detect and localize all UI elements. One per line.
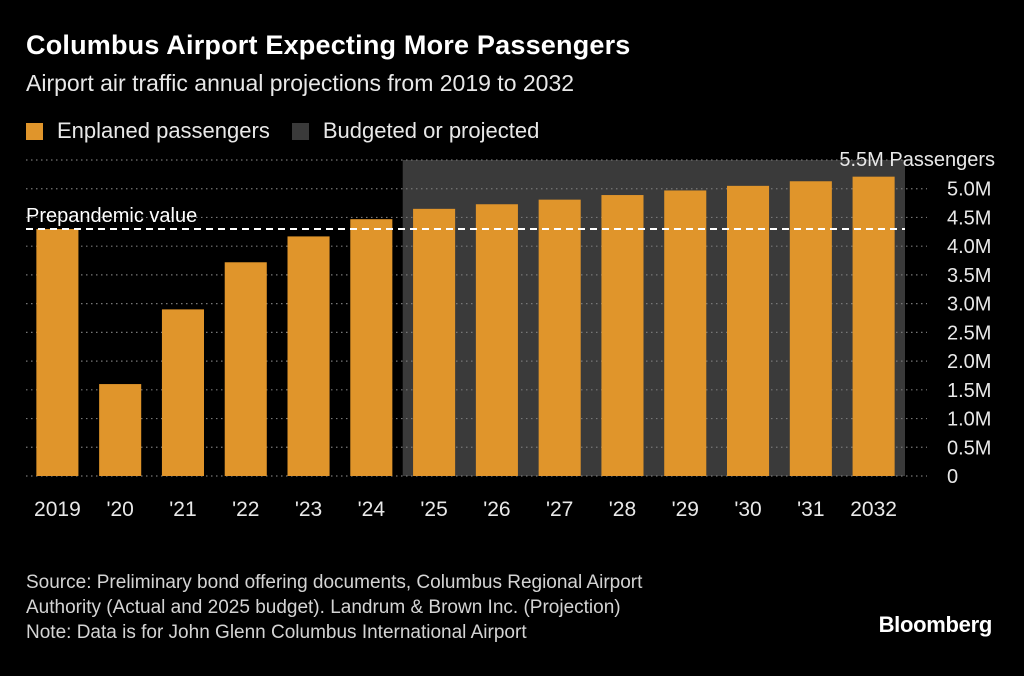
x-tick-label: 2019 bbox=[34, 498, 81, 521]
x-tick-label: '25 bbox=[420, 498, 447, 521]
y-tick-label: 5.0M bbox=[947, 179, 991, 201]
x-tick-label: '31 bbox=[797, 498, 824, 521]
bar bbox=[727, 185, 770, 476]
x-tick-label: '29 bbox=[672, 498, 699, 521]
bar bbox=[350, 219, 393, 476]
y-tick-label: 2.5M bbox=[947, 322, 991, 344]
y-tick-label: 4.5M bbox=[947, 207, 991, 229]
y-tick-label: 0 bbox=[947, 466, 958, 488]
prepandemic-label: Prepandemic value bbox=[26, 205, 197, 227]
bar bbox=[601, 195, 644, 476]
y-tick-label: 1.5M bbox=[947, 380, 991, 402]
x-tick-label: '24 bbox=[358, 498, 386, 521]
passengers-annotation: 5.5M Passengers bbox=[839, 150, 995, 171]
source-note: Source: Preliminary bond offering docume… bbox=[26, 570, 642, 645]
bar bbox=[413, 208, 456, 476]
bar bbox=[161, 309, 204, 476]
bar bbox=[224, 262, 267, 476]
x-tick-label: '28 bbox=[609, 498, 636, 521]
y-tick-label: 2.0M bbox=[947, 351, 991, 373]
legend-swatch-projected bbox=[291, 122, 309, 140]
bar bbox=[664, 190, 707, 476]
y-tick-label: 3.0M bbox=[947, 294, 991, 316]
bar bbox=[475, 204, 518, 477]
x-tick-label: '22 bbox=[232, 498, 259, 521]
legend-item-projected: Budgeted or projected bbox=[291, 118, 540, 144]
x-tick-label: '30 bbox=[734, 498, 761, 521]
legend: Enplaned passengers Budgeted or projecte… bbox=[26, 118, 561, 144]
y-tick-label: 4.0M bbox=[947, 236, 991, 258]
bar bbox=[538, 199, 581, 477]
legend-label-enplaned: Enplaned passengers bbox=[57, 118, 270, 143]
y-tick-label: 3.5M bbox=[947, 265, 991, 287]
chart-subtitle: Airport air traffic annual projections f… bbox=[26, 70, 575, 96]
x-tick-label: '26 bbox=[483, 498, 510, 521]
y-tick-label: 0.5M bbox=[947, 437, 991, 459]
y-tick-label: 1.0M bbox=[947, 409, 991, 431]
source-line-2: Authority (Actual and 2025 budget). Land… bbox=[26, 597, 621, 618]
bar bbox=[287, 236, 330, 476]
x-tick-label: '20 bbox=[106, 498, 133, 521]
bar bbox=[852, 176, 895, 477]
note-line: Note: Data is for John Glenn Columbus In… bbox=[26, 622, 527, 643]
legend-item-enplaned: Enplaned passengers bbox=[26, 118, 270, 144]
bar bbox=[99, 384, 142, 476]
chart-title: Columbus Airport Expecting More Passenge… bbox=[26, 30, 631, 60]
source-line-1: Source: Preliminary bond offering docume… bbox=[26, 572, 643, 593]
x-tick-label: '27 bbox=[546, 498, 573, 521]
x-tick-label: '23 bbox=[295, 498, 322, 521]
x-tick-label: '21 bbox=[169, 498, 196, 521]
bloomberg-logo: Bloomberg bbox=[878, 612, 993, 637]
x-tick-label: 2032 bbox=[850, 498, 897, 521]
bar-chart: 0 0.5M 1.0M 1.5M 2.0M 2.5M 3.0M 3.5M 4.0M 4.5M 5.0… bbox=[26, 150, 995, 521]
bar bbox=[36, 228, 79, 476]
bar bbox=[789, 181, 832, 476]
legend-label-projected: Budgeted or projected bbox=[322, 118, 540, 143]
legend-swatch-enplaned bbox=[26, 122, 43, 140]
